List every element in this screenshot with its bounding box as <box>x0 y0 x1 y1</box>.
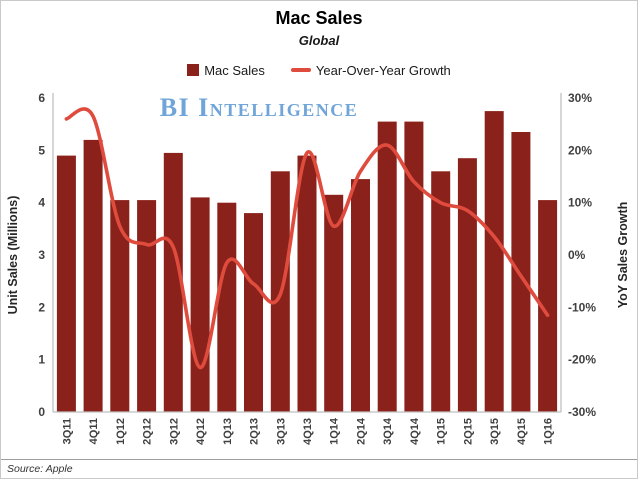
right-axis-tick-30%: 30% <box>568 91 592 105</box>
bar-1Q14 <box>324 194 344 412</box>
left-axis-tick-2: 2 <box>38 300 45 314</box>
bar-2Q13 <box>244 213 263 412</box>
legend: Mac Sales Year-Over-Year Growth <box>1 60 637 80</box>
x-tick-2Q15: 2Q15 <box>462 418 474 445</box>
x-tick-1Q15: 1Q15 <box>436 418 448 445</box>
right-axis-tick-20%: 20% <box>568 143 592 157</box>
source-note: Source: Apple <box>7 463 73 475</box>
right-axis-tick-0%: 0% <box>568 248 586 262</box>
bar-1Q13 <box>217 202 237 412</box>
left-axis-tick-6: 6 <box>38 91 45 105</box>
x-tick-2Q12: 2Q12 <box>142 418 154 445</box>
bar-1Q15 <box>431 171 451 412</box>
chart-title: Mac Sales <box>275 8 363 28</box>
bar-4Q13 <box>297 155 317 412</box>
chart-subtitle: Global <box>298 33 340 48</box>
left-axis-title: Unit Sales (Millions) <box>6 196 20 315</box>
left-axis-tick-5: 5 <box>38 143 45 157</box>
x-tick-4Q15: 4Q15 <box>516 418 528 445</box>
left-axis-tick-3: 3 <box>38 248 45 262</box>
bar-3Q12 <box>163 152 183 412</box>
chart-canvas: BI Intelligence 6 5 4 3 2 1 0 30% 20% 10% 0% -10% -20… <box>6 91 630 445</box>
legend-label-mac-sales: Mac Sales <box>204 62 265 78</box>
bar-2Q12 <box>137 200 157 412</box>
x-tick-1Q14: 1Q14 <box>329 417 341 445</box>
right-axis-tick--20%: -20% <box>568 353 596 367</box>
x-tick-3Q11: 3Q11 <box>61 418 73 444</box>
x-tick-3Q12: 3Q12 <box>168 418 180 445</box>
footer-divider <box>1 459 637 460</box>
bar-4Q15 <box>511 132 531 412</box>
legend-item-yoy-growth: Year-Over-Year Growth <box>290 62 451 78</box>
x-tick-4Q14: 4Q14 <box>409 417 421 445</box>
yoy-growth-line <box>64 107 550 370</box>
bar-4Q11 <box>83 139 103 412</box>
x-tick-1Q12: 1Q12 <box>115 418 127 445</box>
bi-intelligence-watermark: BI Intelligence <box>160 93 359 122</box>
x-tick-4Q12: 4Q12 <box>195 418 207 445</box>
right-axis-tick--10%: -10% <box>568 300 596 314</box>
bar-3Q11 <box>56 155 76 412</box>
right-axis-tick-10%: 10% <box>568 196 592 210</box>
bar-4Q14 <box>404 121 424 412</box>
x-tick-3Q15: 3Q15 <box>489 418 501 445</box>
x-tick-2Q13: 2Q13 <box>249 418 261 445</box>
bar-4Q12 <box>190 197 210 412</box>
x-tick-2Q14: 2Q14 <box>356 417 368 445</box>
bar-3Q14 <box>377 121 397 412</box>
x-tick-1Q16: 1Q16 <box>543 418 555 445</box>
left-axis-tick-4: 4 <box>38 196 45 210</box>
right-axis-tick--30%: -30% <box>568 405 596 419</box>
bar-1Q16 <box>538 200 558 412</box>
x-tick-4Q11: 4Q11 <box>88 418 100 444</box>
x-tick-3Q13: 3Q13 <box>275 418 287 445</box>
right-axis-title: YoY Sales Growth <box>616 202 630 309</box>
legend-item-mac-sales: Mac Sales <box>187 63 265 78</box>
x-tick-4Q13: 4Q13 <box>302 418 314 445</box>
bar-2Q14 <box>351 179 370 412</box>
growth-line-swatch-icon <box>290 68 311 72</box>
x-tick-3Q14: 3Q14 <box>382 417 394 445</box>
bar-3Q15 <box>484 111 504 412</box>
left-axis-tick-1: 1 <box>38 353 45 367</box>
legend-label-yoy-growth: Year-Over-Year Growth <box>315 62 451 78</box>
left-axis-tick-0: 0 <box>38 405 45 419</box>
mac-sales-swatch-icon <box>187 64 200 76</box>
bar-1Q12 <box>110 200 130 412</box>
bar-2Q15 <box>457 158 477 412</box>
x-tick-1Q13: 1Q13 <box>222 418 234 445</box>
